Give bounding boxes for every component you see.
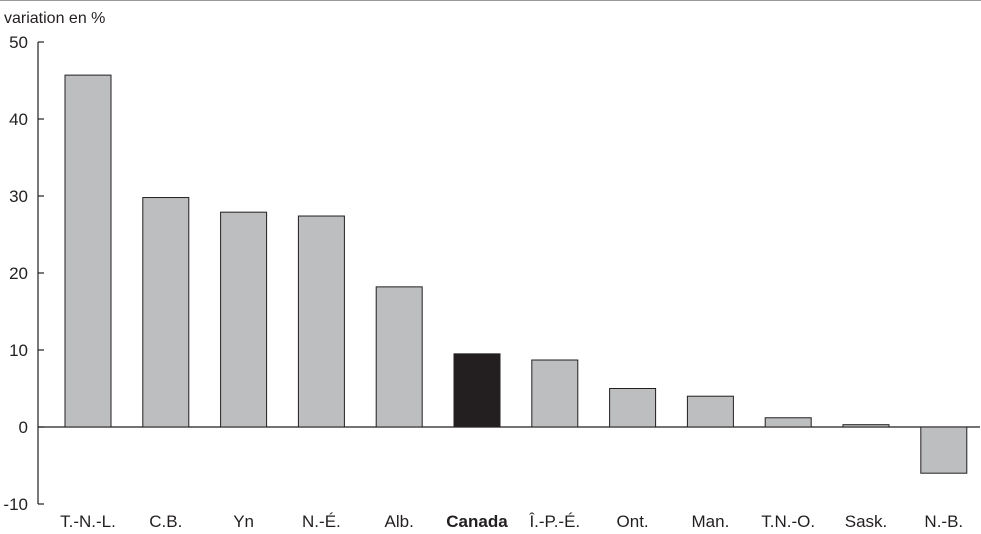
y-tick-label: 40 bbox=[9, 110, 28, 129]
x-tick-label: Ont. bbox=[617, 512, 649, 531]
y-tick-label: 0 bbox=[19, 418, 28, 437]
y-tick-label: 10 bbox=[9, 341, 28, 360]
bar bbox=[220, 211, 268, 428]
x-tick-label: Alb. bbox=[385, 512, 414, 531]
x-tick-label: Yn bbox=[233, 512, 254, 531]
bar bbox=[764, 417, 812, 428]
y-tick-label: 30 bbox=[9, 187, 28, 206]
plot-area: -10 0 10 20 30 40 50 T.-N.-L. C.B. Yn N.-É. Alb. Can… bbox=[3, 33, 980, 531]
y-tick-label: 50 bbox=[9, 33, 28, 52]
bar bbox=[375, 286, 423, 428]
x-tick-label: Man. bbox=[692, 512, 730, 531]
x-tick-label: N.-É. bbox=[302, 512, 341, 531]
bar bbox=[842, 424, 890, 428]
x-tick-label: Î.-P.-É. bbox=[528, 512, 580, 531]
bar bbox=[453, 353, 501, 428]
bar bbox=[609, 388, 657, 428]
bar bbox=[920, 426, 968, 474]
bar bbox=[686, 395, 734, 428]
x-tick-label: T.N.-O. bbox=[761, 512, 815, 531]
x-tick-label: C.B. bbox=[149, 512, 182, 531]
y-tick-label: 20 bbox=[9, 264, 28, 283]
x-tick-label: Canada bbox=[446, 512, 508, 531]
x-tick-label: T.-N.-L. bbox=[60, 512, 116, 531]
x-tick-label: Sask. bbox=[845, 512, 888, 531]
bar bbox=[531, 359, 579, 428]
y-axis-title: variation en % bbox=[4, 10, 105, 27]
x-tick-label: N.-B. bbox=[924, 512, 963, 531]
bar bbox=[297, 215, 345, 428]
y-tick-label: -10 bbox=[3, 495, 28, 514]
bar bbox=[142, 197, 190, 428]
bar bbox=[64, 74, 112, 428]
